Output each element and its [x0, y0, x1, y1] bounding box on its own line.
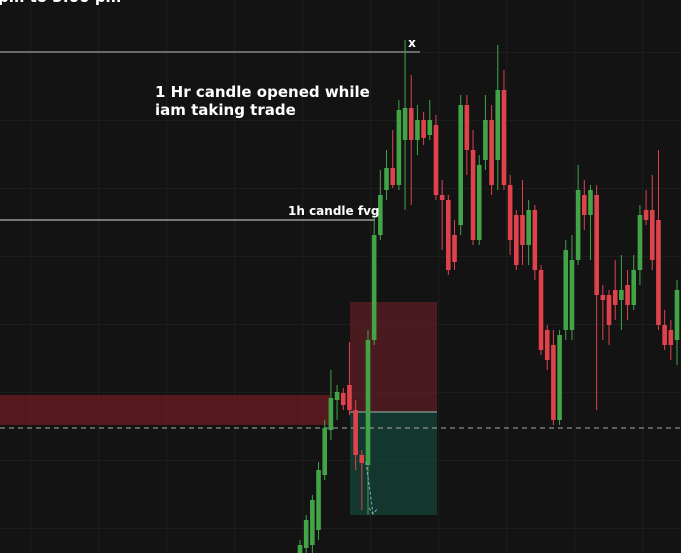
- candle-body: [458, 105, 463, 225]
- candle-body: [439, 195, 445, 200]
- candle-body: [427, 120, 433, 135]
- candle-body: [421, 120, 426, 138]
- supply-zone: [0, 395, 330, 425]
- candle-body: [656, 220, 661, 325]
- candle-body: [674, 290, 680, 340]
- candle-body: [551, 345, 556, 420]
- candle-body: [581, 195, 587, 215]
- candle-body: [489, 120, 494, 185]
- trade-arrow: [365, 461, 379, 515]
- candle-body: [606, 295, 612, 325]
- candle-body: [662, 325, 667, 345]
- candle-body: [297, 545, 303, 553]
- candle-body: [538, 270, 544, 350]
- candle-body: [340, 393, 346, 405]
- candle-body: [501, 90, 507, 185]
- candle-body: [514, 215, 519, 265]
- candle-body: [408, 108, 414, 140]
- candle-body: [532, 210, 538, 270]
- candle-body: [353, 410, 358, 455]
- candle-body: [526, 210, 531, 245]
- chart-title: pm to 3:00 pm: [0, 0, 121, 6]
- candle-body: [612, 290, 618, 305]
- candle-body: [316, 470, 321, 530]
- candle-body: [507, 185, 513, 240]
- candle-body: [452, 235, 457, 262]
- candle-body: [402, 108, 408, 140]
- candle-body: [619, 290, 624, 300]
- candle-body: [557, 335, 562, 420]
- take-profit-box: [350, 412, 437, 515]
- candle-body: [347, 385, 352, 410]
- candle-body: [433, 125, 439, 195]
- candle-body: [365, 340, 371, 465]
- candle-body: [563, 250, 569, 330]
- annotation: iam taking trade: [155, 101, 296, 119]
- candle-body: [310, 500, 315, 545]
- candle-body: [446, 200, 451, 270]
- candle-body: [588, 190, 593, 215]
- candle-body: [643, 210, 649, 220]
- candle-body: [569, 260, 575, 330]
- candle-body: [378, 195, 383, 235]
- stop-loss-box: [350, 302, 437, 412]
- candle-body: [600, 295, 606, 300]
- marker: x: [408, 36, 416, 50]
- annotation: 1 Hr candle opened while: [155, 83, 370, 101]
- candle-body: [483, 120, 488, 160]
- candle-body: [594, 195, 599, 295]
- candle-body: [303, 520, 309, 548]
- candle-body: [544, 330, 550, 360]
- candle-body: [649, 210, 655, 260]
- candle-body: [322, 428, 328, 475]
- candle-body: [334, 392, 340, 400]
- candle-body: [631, 270, 637, 305]
- candle-body: [668, 330, 674, 345]
- candle-body: [625, 285, 630, 305]
- candle-body: [415, 120, 420, 140]
- candle-body: [520, 215, 525, 245]
- candle-body: [476, 165, 482, 240]
- candle-body: [470, 150, 476, 240]
- annotation: 1h candle fvg: [288, 204, 379, 218]
- candle-body: [464, 105, 470, 150]
- candle-body: [575, 190, 581, 260]
- candle-body: [384, 168, 389, 190]
- candle-body: [390, 168, 396, 185]
- candle-body: [396, 110, 402, 185]
- candle-body: [328, 398, 334, 430]
- candle-body: [371, 235, 377, 340]
- candle-body: [359, 455, 365, 463]
- candle-body: [637, 215, 643, 270]
- candle-body: [495, 90, 501, 160]
